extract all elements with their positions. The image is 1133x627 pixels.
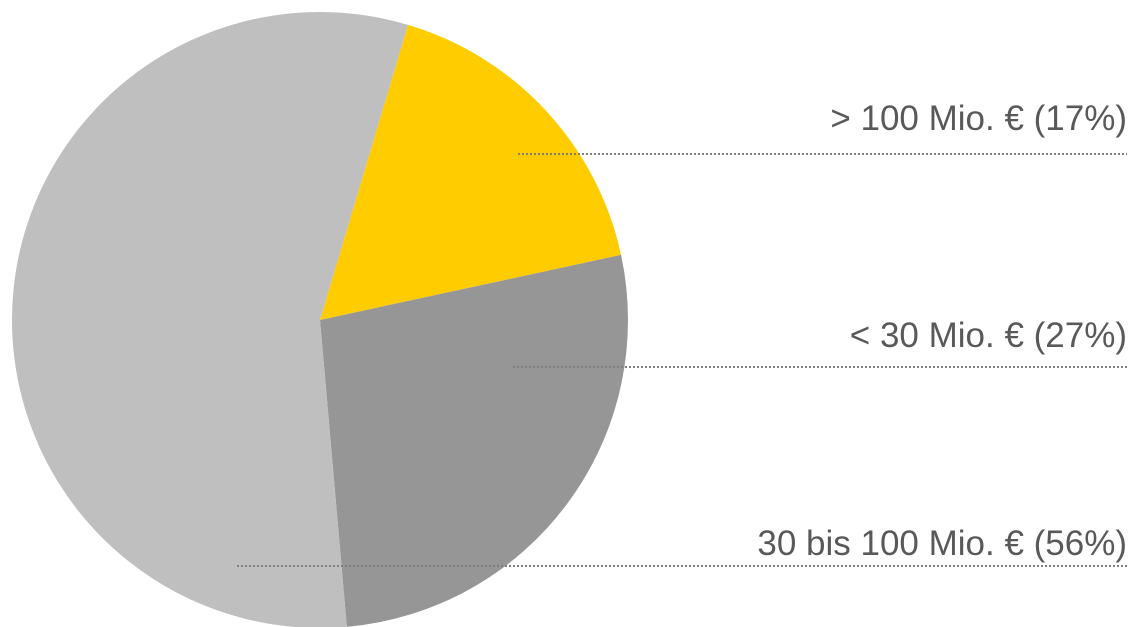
pie-slice — [320, 24, 622, 321]
data-label: > 100 Mio. € (17%) — [830, 99, 1127, 138]
data-label: 30 bis 100 Mio. € (56%) — [757, 524, 1127, 563]
data-label: < 30 Mio. € (27%) — [850, 316, 1127, 355]
pie-slice — [320, 254, 628, 627]
pie-slice — [12, 12, 408, 627]
